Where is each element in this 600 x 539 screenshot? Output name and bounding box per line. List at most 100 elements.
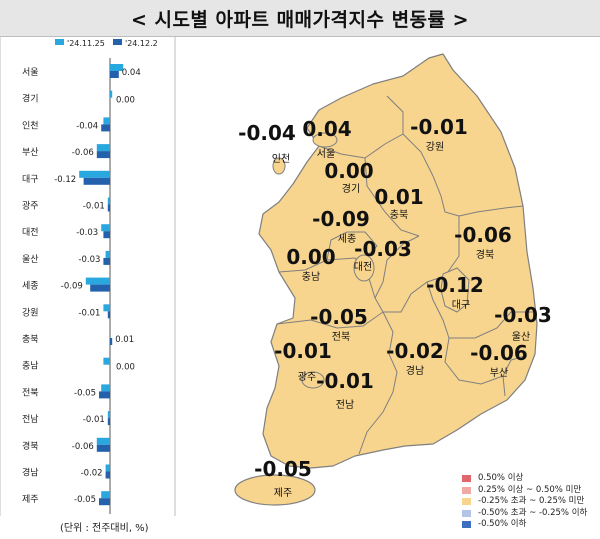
bar [85,277,110,285]
bar [103,257,110,265]
bar [105,471,110,479]
bar [101,224,110,232]
map-legend-item-1: 0.25% 이상 ~ 0.50% 미만 [462,485,587,497]
region-border [326,231,378,261]
bar [110,71,119,78]
category-label: 전남 [22,414,39,425]
bar [83,177,110,185]
region-name: 인천 [272,153,290,165]
bar [103,117,110,125]
region-value: -0.09 [312,207,370,231]
region-name: 대구 [452,299,470,311]
bar [96,151,110,159]
data-label: -0.09 [61,282,83,292]
bars [79,64,124,506]
map-legend-item-2: -0.25% 초과 ~ 0.25% 미만 [462,496,587,508]
bar [107,204,110,212]
data-label: 0.00 [116,363,135,373]
data-label: -0.06 [72,442,94,452]
daegu-area [440,267,470,313]
region-value: -0.06 [470,341,528,365]
region-value: -0.01 [316,369,374,393]
map-legend-swatch [462,521,471,529]
data-label: -0.02 [81,469,103,479]
bar [107,197,110,205]
chart-title: < 시도별 아파트 매매가격지수 변동률 > [130,8,470,31]
region-border [402,133,460,217]
data-label: -0.01 [83,415,105,425]
data-label: 0.04 [122,68,141,78]
region-border [426,281,533,339]
region-value: -0.03 [354,237,412,261]
region-name: 울산 [512,331,530,343]
region-value: -0.01 [274,339,332,363]
legend-swatch [55,39,64,45]
region-name: 광주 [298,371,316,383]
region-name: 부산 [490,367,508,379]
bar [105,464,110,472]
map-legend-swatch [462,486,471,494]
seoul-area [312,132,338,148]
bar [99,391,110,399]
title-bar: < 시도별 아파트 매매가격지수 변동률 > [0,0,600,36]
region-value: 0.00 [324,159,373,183]
bar [96,444,110,452]
bar [103,231,110,239]
data-label: -0.01 [83,202,105,212]
bar [101,124,110,132]
legend-label: '24.12.2 [125,39,158,48]
unit-note: (단위 : 전주대비, %) [60,523,149,534]
gwangju-area [301,371,325,389]
category-label: 인천 [22,120,39,131]
category-label: 제주 [22,494,39,505]
region-value: 0.00 [286,245,335,269]
map-legend-swatch [462,509,471,517]
region-name: 대전 [354,261,372,273]
data-label: 0.00 [116,96,135,106]
region-border [318,95,404,159]
bar [99,498,110,506]
bar [96,437,110,445]
bar [96,144,110,152]
category-label: 대구 [22,174,39,185]
region-name: 서울 [317,148,335,160]
category-label: 경남 [22,467,39,479]
bar [107,418,110,426]
region-name: 경남 [406,364,424,377]
bar [107,411,110,419]
region-name: 경기 [342,182,360,195]
region-name: 세종 [338,233,356,245]
region-name: 경북 [476,248,494,261]
region-name: 충남 [302,271,320,283]
region-value: -0.01 [410,115,468,139]
region-name: 제주 [274,487,292,499]
map-regions [234,53,538,506]
bar [110,338,113,345]
region-value: -0.03 [494,303,552,327]
bar [101,491,110,499]
data-label: 0.01 [115,335,134,345]
bar [103,304,110,312]
map-legend-swatch [462,475,471,483]
chart-legend: '24.11.25 '24.12.2 [55,39,158,48]
data-label: -0.03 [76,228,98,238]
bar [105,250,110,258]
region-name: 전남 [336,399,354,411]
data-label: -0.06 [72,148,94,158]
region-value: -0.06 [454,223,512,247]
region-value: -0.12 [426,273,484,297]
legend-swatch [113,39,122,45]
region-border [358,311,398,455]
region-name: 전북 [332,331,350,343]
bar [90,284,110,292]
data-label: -0.05 [74,495,96,505]
bar [110,90,113,98]
region-value: -0.02 [386,339,444,363]
legend-label: '24.11.25 [67,39,105,48]
region-border [444,337,526,385]
category-label: 광주 [22,200,39,212]
category-label: 경북 [22,440,39,452]
map-legend-swatch [462,498,471,506]
